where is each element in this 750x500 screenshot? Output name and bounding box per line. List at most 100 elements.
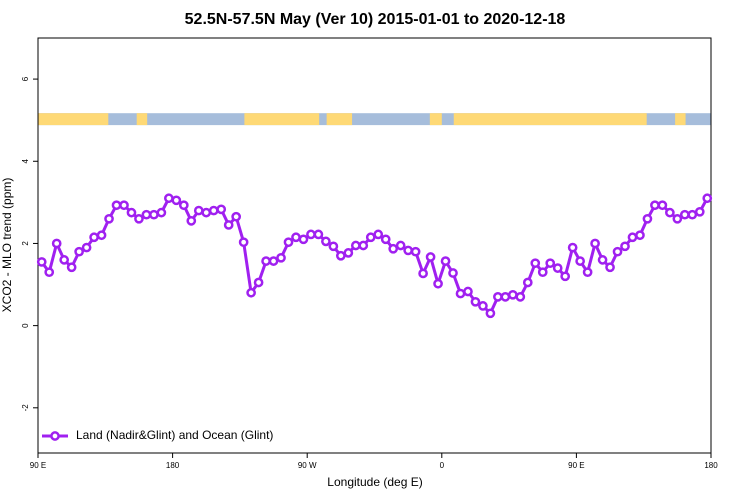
data-point xyxy=(276,252,286,263)
data-point xyxy=(545,258,556,269)
data-point xyxy=(665,207,675,218)
data-point xyxy=(590,238,600,249)
data-point xyxy=(126,207,137,218)
data-point xyxy=(687,209,698,220)
data-point xyxy=(358,240,369,251)
data-point xyxy=(96,230,107,241)
data-point xyxy=(500,292,511,302)
data-point xyxy=(253,277,264,288)
data-point xyxy=(448,268,458,278)
data-point xyxy=(306,229,316,240)
data-point xyxy=(268,256,279,266)
data-point xyxy=(36,257,47,267)
y-tick-label: 2 xyxy=(21,241,30,246)
data-point xyxy=(635,230,645,241)
data-point xyxy=(149,209,159,220)
data-point xyxy=(365,232,376,243)
x-tick-label: 180 xyxy=(704,461,718,470)
data-point xyxy=(171,195,182,206)
data-point xyxy=(395,240,406,251)
data-point xyxy=(530,258,541,269)
data-point xyxy=(410,246,421,257)
data-point xyxy=(485,308,496,319)
y-tick-label: 4 xyxy=(21,158,30,163)
x-tick-label: 90 W xyxy=(298,461,317,470)
data-point xyxy=(642,213,653,224)
plot-frame xyxy=(37,37,712,454)
data-point xyxy=(694,206,705,217)
data-point xyxy=(111,200,122,211)
data-point xyxy=(560,271,571,282)
y-tick-label: 0 xyxy=(21,323,30,328)
data-point xyxy=(418,268,428,279)
data-point xyxy=(433,278,443,289)
land-segment xyxy=(38,113,109,126)
data-point xyxy=(89,232,99,243)
data-point xyxy=(455,288,466,299)
land-segment xyxy=(453,113,647,126)
data-point xyxy=(650,200,660,211)
data-point xyxy=(620,241,630,252)
data-point xyxy=(291,232,301,243)
data-point xyxy=(186,215,197,226)
y-axis-label: XCO2 - MLO trend (ppm) xyxy=(0,178,14,313)
data-point xyxy=(134,213,144,224)
data-point xyxy=(223,220,234,230)
data-point xyxy=(336,250,346,261)
data-point xyxy=(440,256,451,266)
data-point xyxy=(522,277,533,288)
data-point xyxy=(388,243,399,254)
data-point xyxy=(679,209,690,220)
land-segment xyxy=(136,113,148,126)
x-tick-label: 180 xyxy=(166,461,180,470)
data-point xyxy=(567,242,578,253)
land-segment xyxy=(244,113,320,126)
land-segment xyxy=(675,113,686,126)
data-point xyxy=(612,246,623,257)
x-axis-label: Longitude (deg E) xyxy=(327,475,422,489)
data-point xyxy=(321,236,331,247)
x-tick-label: 90 E xyxy=(30,461,46,470)
data-point xyxy=(156,207,167,218)
data-point xyxy=(537,267,548,278)
data-point xyxy=(141,209,152,220)
land-segment xyxy=(326,113,353,126)
x-tick-label: 0 xyxy=(440,461,445,470)
data-point xyxy=(66,262,77,273)
data-point xyxy=(178,200,189,211)
data-point xyxy=(493,292,503,302)
data-point xyxy=(193,205,204,216)
data-point xyxy=(463,286,473,297)
data-point xyxy=(702,193,713,204)
chart-title: 52.5N-57.5N May (Ver 10) 2015-01-01 to 2… xyxy=(185,11,566,28)
data-point xyxy=(343,248,354,258)
data-point xyxy=(605,262,615,273)
data-point xyxy=(672,213,683,224)
data-point xyxy=(246,287,256,298)
data-point xyxy=(201,207,212,218)
x-tick-label: 90 E xyxy=(568,461,584,470)
data-point xyxy=(298,234,309,245)
data-point xyxy=(74,246,84,257)
data-point xyxy=(425,252,436,262)
data-point xyxy=(507,289,518,300)
data-point xyxy=(164,193,174,204)
data-point xyxy=(59,255,70,265)
data-point xyxy=(403,245,413,256)
data-point xyxy=(478,301,488,311)
data-point xyxy=(104,213,114,224)
data-point xyxy=(575,256,585,266)
data-point xyxy=(238,237,249,248)
data-point xyxy=(261,256,271,266)
legend-label: Land (Nadir&Glint) and Ocean (Glint) xyxy=(76,428,273,442)
data-point xyxy=(373,229,384,240)
data-point xyxy=(231,211,242,222)
data-point xyxy=(328,241,339,252)
data-point xyxy=(582,267,593,278)
legend-marker xyxy=(50,431,60,441)
data-point xyxy=(597,255,608,265)
data-point xyxy=(208,205,219,216)
data-point xyxy=(119,200,129,211)
